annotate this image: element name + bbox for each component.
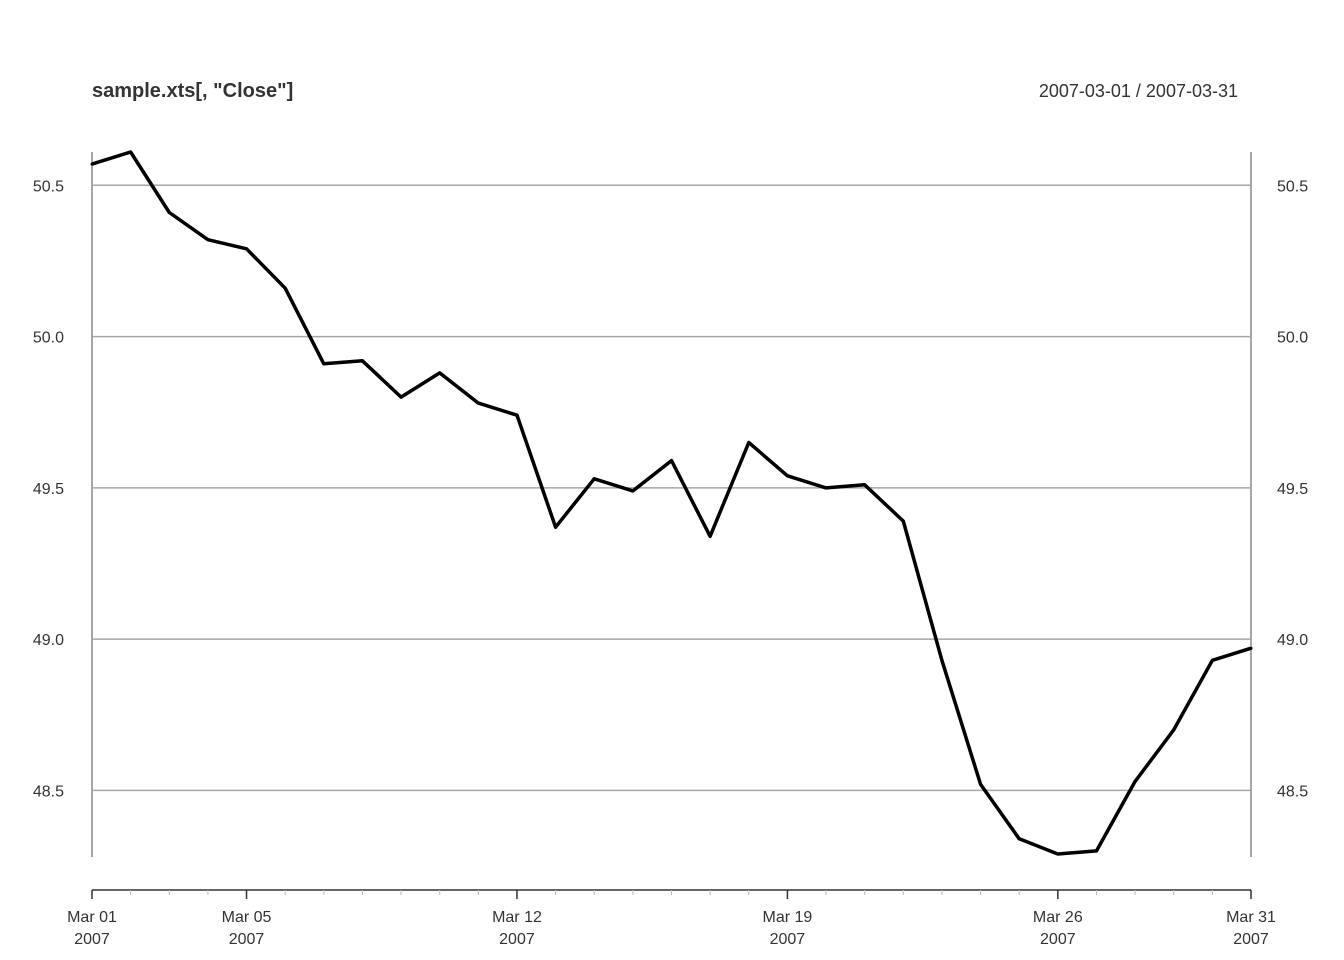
data-point: [245, 247, 249, 251]
data-point: [1172, 728, 1176, 732]
x-tick-year-label: 2007: [770, 931, 806, 948]
data-point: [940, 658, 944, 662]
data-point: [1210, 658, 1214, 662]
x-tick-label: Mar 12: [492, 909, 542, 926]
y-tick-label-left: 50.0: [33, 330, 64, 347]
y-tick-label-right: 49.5: [1277, 481, 1308, 498]
x-tick-year-label: 2007: [229, 931, 265, 948]
data-point: [322, 362, 326, 366]
axes: 50.5 50.5 50.0 50.0 49.5 49.5 49.0 49.0 48.5 48.5…: [33, 178, 1308, 948]
data-point: [747, 440, 751, 444]
x-tick-year-label: 2007: [499, 931, 535, 948]
data-point: [1133, 779, 1137, 783]
data-point: [863, 483, 867, 487]
y-tick-label-right: 50.0: [1277, 330, 1308, 347]
data-point: [592, 477, 596, 481]
series: [90, 150, 1253, 856]
data-point: [476, 401, 480, 405]
data-point: [1017, 837, 1021, 841]
x-tick-label: Mar 26: [1033, 909, 1083, 926]
y-tick-label-left: 50.5: [33, 178, 64, 195]
data-point: [167, 211, 171, 215]
x-tick-year-label: 2007: [1233, 931, 1269, 948]
data-point: [708, 534, 712, 538]
data-point: [438, 371, 442, 375]
data-point: [360, 359, 364, 363]
grid: [91, 152, 1252, 857]
data-point: [785, 474, 789, 478]
data-point: [1056, 852, 1060, 856]
y-tick-label-right: 49.0: [1277, 632, 1308, 649]
data-point: [979, 782, 983, 786]
data-point: [1094, 849, 1098, 853]
x-tick-label: Mar 05: [222, 909, 272, 926]
data-point: [283, 286, 287, 290]
x-tick-label: Mar 31: [1226, 909, 1276, 926]
data-point: [1249, 646, 1253, 650]
data-point: [206, 238, 210, 242]
x-tick-label: Mar 01: [67, 909, 117, 926]
data-point: [824, 486, 828, 490]
x-tick-label: Mar 19: [763, 909, 813, 926]
close-price-line: [91, 150, 1252, 856]
data-point: [901, 519, 905, 523]
data-point: [515, 413, 519, 417]
date-range: 2007-03-01 / 2007-03-31: [1039, 81, 1238, 101]
y-tick-label-left: 48.5: [33, 783, 64, 800]
y-tick-label-left: 49.5: [33, 481, 64, 498]
data-point: [129, 150, 133, 154]
x-tick-year-label: 2007: [1040, 931, 1076, 948]
data-point: [631, 489, 635, 493]
data-point: [554, 525, 558, 529]
y-tick-label-left: 49.0: [33, 632, 64, 649]
chart-title: sample.xts[, "Close"]: [92, 80, 293, 102]
data-point: [670, 459, 673, 463]
y-tick-label-right: 48.5: [1277, 783, 1308, 800]
data-point: [90, 162, 94, 166]
data-point: [399, 395, 403, 399]
x-tick-year-label: 2007: [74, 931, 110, 948]
y-tick-label-right: 50.5: [1277, 178, 1308, 195]
